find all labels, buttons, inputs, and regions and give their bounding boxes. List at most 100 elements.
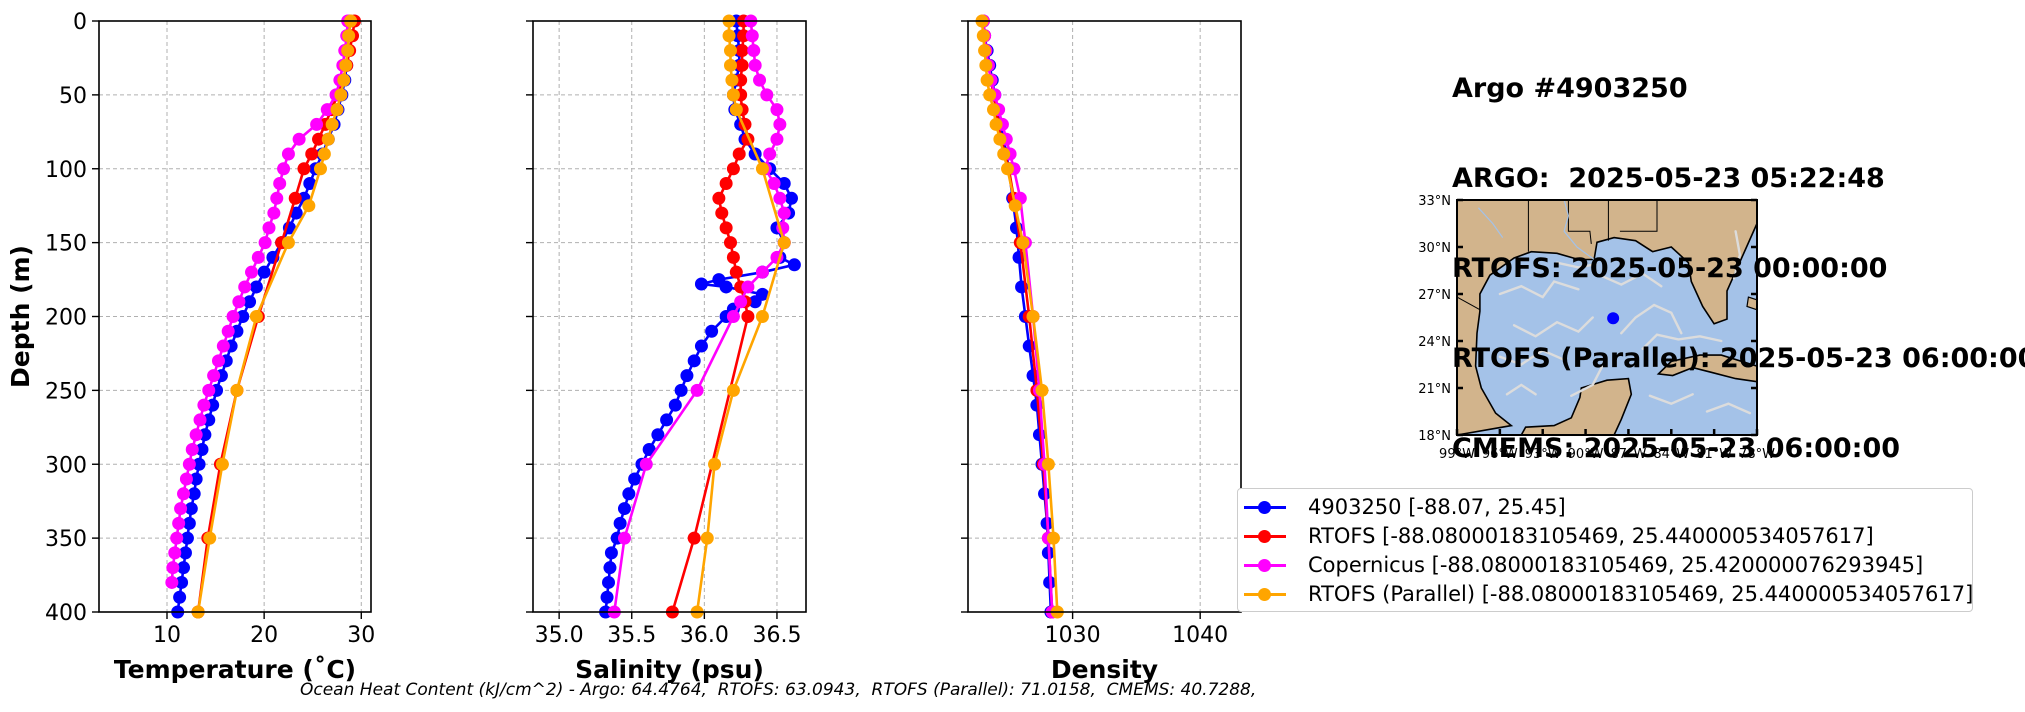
salinity-point-4903250 bbox=[674, 383, 688, 397]
density-point-rtofs-parallel bbox=[987, 103, 1001, 117]
salinity-point-copernicus bbox=[777, 206, 791, 220]
temperature-point-4903250 bbox=[173, 590, 187, 604]
temperature-xtick-label: 30 bbox=[347, 623, 375, 648]
salinity-point-rtofs-parallel bbox=[708, 457, 722, 471]
rtofs-time: RTOFS: 2025-05-23 00:00:00 bbox=[1452, 253, 1888, 284]
temperature-point-copernicus bbox=[292, 132, 306, 146]
temperature-point-4903250 bbox=[243, 295, 257, 309]
salinity-point-4903250 bbox=[694, 339, 708, 353]
temperature-point-copernicus bbox=[170, 531, 184, 545]
temperature-ytick-label: 50 bbox=[59, 84, 87, 109]
temperature-point-rtofs-parallel bbox=[230, 383, 244, 397]
salinity-point-rtofs bbox=[687, 531, 701, 545]
salinity-point-rtofs bbox=[715, 206, 729, 220]
salinity-point-4903250 bbox=[705, 324, 719, 338]
temperature-point-copernicus bbox=[202, 383, 216, 397]
density-point-rtofs-parallel bbox=[997, 147, 1011, 161]
temperature-point-copernicus bbox=[238, 280, 252, 294]
chart-legend: 4903250 [-88.07, 25.45] RTOFS [-88.08000… bbox=[1237, 488, 1973, 612]
density-point-rtofs-parallel bbox=[989, 117, 1003, 131]
temperature-point-copernicus bbox=[207, 369, 221, 383]
temperature-point-copernicus bbox=[189, 428, 203, 442]
density-point-rtofs-parallel bbox=[1041, 457, 1055, 471]
salinity-point-rtofs bbox=[719, 177, 733, 191]
temperature-point-rtofs-parallel bbox=[337, 73, 351, 87]
temperature-point-copernicus bbox=[172, 516, 186, 530]
temperature-point-copernicus bbox=[245, 265, 259, 279]
salinity-point-4903250 bbox=[651, 428, 665, 442]
profile-info-block: Argo #4903250 ARGO: 2025-05-23 05:22:48 … bbox=[1452, 14, 2025, 494]
temperature-point-copernicus bbox=[277, 162, 291, 176]
map-lon-label: 87°W bbox=[1610, 447, 1646, 462]
map-streamline bbox=[1620, 303, 1683, 335]
inset-map: 33°N 30°N 27°N 24°N 21°N 18°N 99°W 96°W 93°W 90°W… bbox=[1418, 194, 1775, 462]
legend-label-rtofs-parallel: RTOFS (Parallel) [-88.08000183105469, 25… bbox=[1308, 582, 1974, 606]
salinity-point-rtofs-parallel bbox=[723, 44, 737, 58]
temperature-ytick-label: 150 bbox=[45, 232, 87, 257]
temperature-point-4903250 bbox=[249, 280, 263, 294]
salinity-point-rtofs-parallel bbox=[722, 29, 736, 43]
salinity-point-4903250 bbox=[603, 561, 617, 575]
salinity-panel: 35.0 35.5 36.0 36.5 Salinity (psu) bbox=[526, 14, 807, 684]
temperature-ytick-label: 250 bbox=[45, 379, 87, 404]
salinity-point-4903250 bbox=[622, 487, 636, 501]
temperature-point-rtofs bbox=[297, 162, 311, 176]
salinity-point-4903250 bbox=[668, 398, 682, 412]
density-point-rtofs-parallel bbox=[1016, 236, 1030, 250]
density-point-rtofs-parallel bbox=[1046, 531, 1060, 545]
temperature-point-4903250 bbox=[187, 487, 201, 501]
map-lat-label: 27°N bbox=[1418, 288, 1451, 303]
temperature-point-4903250 bbox=[189, 472, 203, 486]
legend-item-rtofs: RTOFS [-88.08000183105469, 25.4400005340… bbox=[1244, 522, 1874, 550]
temperature-point-4903250 bbox=[192, 457, 206, 471]
temperature-x-axis-label: Temperature (˚C) bbox=[114, 655, 356, 684]
map-land-bahamas bbox=[1746, 296, 1757, 311]
temperature-point-copernicus bbox=[251, 250, 265, 264]
temperature-point-4903250 bbox=[175, 575, 189, 589]
density-point-rtofs-parallel bbox=[980, 73, 994, 87]
salinity-point-copernicus bbox=[760, 88, 774, 102]
temperature-point-4903250 bbox=[184, 502, 198, 516]
map-state-border bbox=[1457, 296, 1481, 311]
temperature-point-rtofs bbox=[312, 132, 326, 146]
temperature-point-copernicus bbox=[174, 502, 188, 516]
temperature-point-copernicus bbox=[182, 457, 196, 471]
salinity-point-4903250 bbox=[687, 354, 701, 368]
map-lon-label: 99°W bbox=[1439, 447, 1475, 462]
salinity-point-copernicus bbox=[753, 73, 767, 87]
salinity-point-copernicus bbox=[747, 44, 761, 58]
temperature-point-rtofs-parallel bbox=[249, 310, 263, 323]
density-point-rtofs-parallel bbox=[983, 88, 997, 102]
map-streamline bbox=[1512, 316, 1594, 338]
temperature-point-rtofs-parallel bbox=[342, 29, 356, 43]
temperature-point-copernicus bbox=[177, 487, 191, 501]
temperature-ytick-label: 0 bbox=[73, 10, 87, 35]
temperature-point-rtofs-parallel bbox=[215, 457, 229, 471]
temperature-point-rtofs-parallel bbox=[321, 132, 335, 146]
temperature-point-rtofs-parallel bbox=[330, 103, 344, 117]
legend-swatch-argo bbox=[1244, 500, 1286, 514]
map-lat-label: 18°N bbox=[1418, 429, 1451, 444]
temperature-point-4903250 bbox=[303, 177, 317, 191]
temperature-ytick-label: 200 bbox=[45, 306, 87, 331]
salinity-xtick-label: 36.5 bbox=[752, 623, 801, 648]
temperature-point-rtofs-parallel bbox=[302, 199, 316, 213]
salinity-point-4903250 bbox=[660, 413, 674, 427]
map-river bbox=[1563, 200, 1595, 260]
map-frame bbox=[1456, 199, 1758, 436]
salinity-point-copernicus bbox=[767, 177, 781, 191]
salinity-point-4903250 bbox=[628, 472, 642, 486]
float-location-marker bbox=[1607, 312, 1620, 325]
salinity-point-copernicus bbox=[763, 147, 777, 161]
salinity-point-rtofs bbox=[732, 147, 746, 161]
map-lat-label: 33°N bbox=[1418, 194, 1451, 209]
temperature-point-copernicus bbox=[258, 236, 272, 250]
temperature-point-copernicus bbox=[166, 561, 180, 575]
legend-swatch-copernicus bbox=[1244, 558, 1286, 572]
temperature-point-copernicus bbox=[267, 206, 281, 220]
salinity-point-copernicus bbox=[745, 29, 759, 43]
temperature-point-4903250 bbox=[177, 561, 191, 575]
salinity-point-rtofs bbox=[735, 44, 749, 58]
salinity-point-copernicus bbox=[690, 383, 704, 397]
salinity-x-axis-label: Salinity (psu) bbox=[575, 655, 764, 684]
